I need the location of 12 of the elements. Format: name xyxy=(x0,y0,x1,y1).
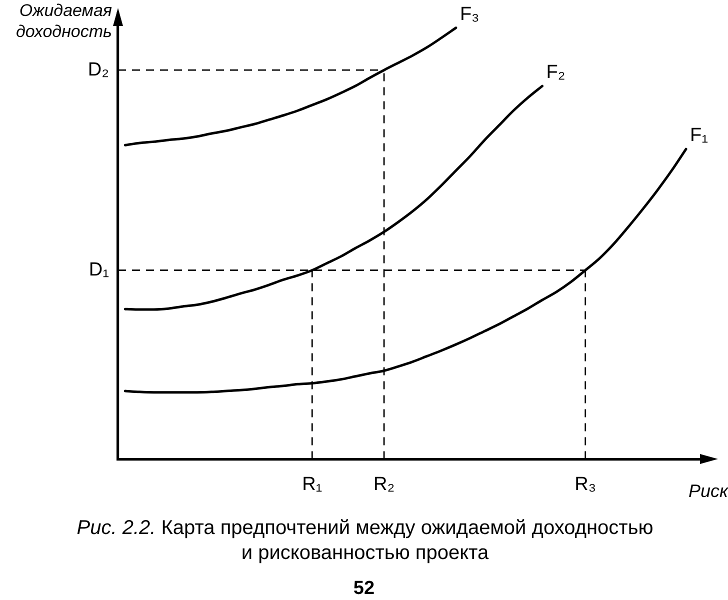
text: Рис. 2.2. xyxy=(76,517,156,539)
x-tick-label: R₂ xyxy=(373,474,395,495)
text: 52 xyxy=(352,578,376,599)
ref-line-label: D₁ xyxy=(88,259,109,280)
x-tick-label: R₃ xyxy=(574,474,596,495)
series-label: F₂ xyxy=(546,62,566,84)
series-label: F₃ xyxy=(460,4,480,25)
series-label: F₁ xyxy=(690,125,708,146)
text: Карта предпочтений между ожидаемой доходностью и рискованностью проекта xyxy=(161,517,654,564)
x-tick-label: R₁ xyxy=(302,474,322,495)
ref-line-label: D₂ xyxy=(88,59,109,80)
y-axis-title: Ожидаемая доходность xyxy=(14,0,112,42)
